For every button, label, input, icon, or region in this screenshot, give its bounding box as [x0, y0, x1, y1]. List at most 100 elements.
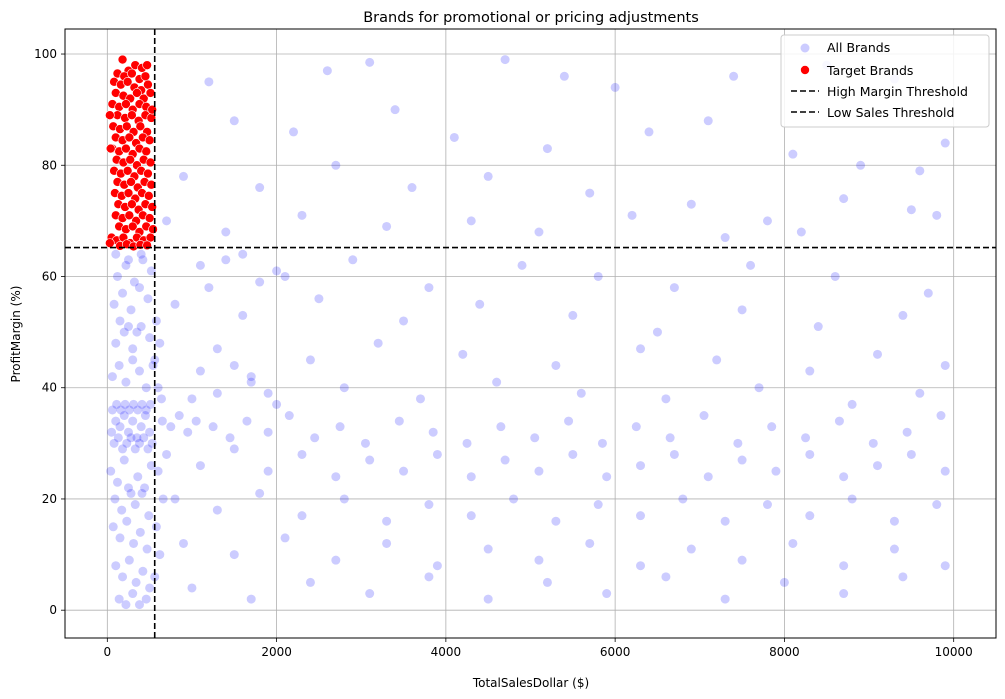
point-all-brands: [703, 116, 713, 126]
point-all-brands: [119, 327, 129, 337]
point-all-brands: [593, 500, 603, 510]
point-all-brands: [636, 344, 646, 354]
point-target-brands: [126, 177, 136, 187]
y-tick-label: 40: [42, 381, 57, 395]
point-all-brands: [593, 271, 603, 281]
point-all-brands: [754, 383, 764, 393]
point-all-brands: [509, 494, 519, 504]
point-all-brands: [652, 327, 662, 337]
point-all-brands: [873, 349, 883, 359]
point-all-brands: [157, 416, 167, 426]
point-all-brands: [297, 210, 307, 220]
point-target-brands: [143, 168, 153, 179]
point-all-brands: [932, 210, 942, 220]
point-all-brands: [830, 271, 840, 281]
point-all-brands: [458, 349, 468, 359]
point-all-brands: [834, 416, 844, 426]
point-all-brands: [889, 516, 899, 526]
point-all-brands: [114, 594, 124, 604]
point-all-brands: [136, 422, 146, 432]
y-tick-label: 60: [42, 269, 57, 283]
point-all-brands: [195, 461, 205, 471]
point-all-brands: [151, 522, 161, 532]
point-all-brands: [129, 277, 139, 287]
point-target-brands: [122, 77, 133, 87]
point-all-brands: [229, 116, 239, 126]
point-all-brands: [153, 466, 163, 476]
point-target-brands: [125, 154, 135, 165]
point-all-brands: [126, 305, 136, 315]
point-all-brands: [559, 71, 569, 81]
point-all-brands: [661, 572, 671, 582]
point-all-brands: [134, 438, 144, 448]
point-all-brands: [208, 422, 218, 432]
threshold-layer: [65, 29, 996, 638]
point-target-brands: [121, 99, 131, 109]
point-all-brands: [712, 355, 722, 365]
point-all-brands: [138, 255, 148, 265]
point-all-brands: [128, 355, 138, 365]
point-all-brands: [331, 472, 341, 482]
x-tick-label: 6000: [600, 645, 631, 659]
point-all-brands: [365, 57, 375, 67]
point-target-brands: [135, 121, 146, 132]
point-all-brands: [839, 561, 849, 571]
point-all-brands: [124, 405, 134, 415]
point-all-brands: [483, 171, 493, 181]
point-all-brands: [805, 366, 815, 376]
point-all-brands: [475, 299, 485, 309]
point-all-brands: [297, 449, 307, 459]
point-target-brands: [148, 224, 158, 235]
point-all-brands: [424, 500, 434, 510]
point-all-brands: [272, 266, 282, 276]
point-all-brands: [122, 516, 132, 526]
point-all-brands: [779, 577, 789, 587]
point-all-brands: [449, 132, 459, 142]
point-all-brands: [137, 399, 147, 409]
point-all-brands: [686, 544, 696, 554]
point-all-brands: [360, 438, 370, 448]
point-all-brands: [135, 527, 145, 537]
point-all-brands: [136, 322, 146, 332]
point-all-brands: [195, 260, 205, 270]
point-all-brands: [146, 266, 156, 276]
point-all-brands: [204, 283, 214, 293]
point-all-brands: [889, 544, 899, 554]
point-all-brands: [128, 416, 138, 426]
point-all-brands: [246, 377, 256, 387]
point-target-brands: [132, 88, 142, 98]
point-all-brands: [466, 511, 476, 521]
point-all-brands: [140, 411, 150, 421]
point-target-brands: [121, 121, 132, 132]
point-all-brands: [112, 271, 122, 281]
point-all-brands: [365, 589, 375, 599]
point-all-brands: [517, 260, 527, 270]
point-all-brands: [195, 366, 205, 376]
point-all-brands: [310, 433, 320, 443]
legend-label-low-sales: Low Sales Threshold: [827, 105, 954, 120]
point-all-brands: [898, 310, 908, 320]
point-target-brands: [143, 79, 153, 90]
point-all-brands: [112, 399, 122, 409]
point-all-brands: [124, 555, 134, 565]
point-all-brands: [128, 589, 138, 599]
point-all-brands: [839, 589, 849, 599]
point-all-brands: [699, 411, 709, 421]
point-all-brands: [796, 227, 806, 237]
point-all-brands: [627, 210, 637, 220]
point-all-brands: [737, 305, 747, 315]
point-all-brands: [108, 522, 118, 532]
point-all-brands: [856, 160, 866, 170]
point-all-brands: [399, 316, 409, 326]
y-tick-label: 0: [49, 603, 57, 617]
point-all-brands: [118, 572, 128, 582]
point-all-brands: [644, 127, 654, 137]
point-all-brands: [121, 600, 131, 610]
x-tick-label: 2000: [261, 645, 292, 659]
chart-title: Brands for promotional or pricing adjust…: [363, 10, 699, 26]
point-all-brands: [847, 494, 857, 504]
point-all-brands: [733, 438, 743, 448]
point-all-brands: [122, 438, 132, 448]
point-all-brands: [130, 444, 140, 454]
